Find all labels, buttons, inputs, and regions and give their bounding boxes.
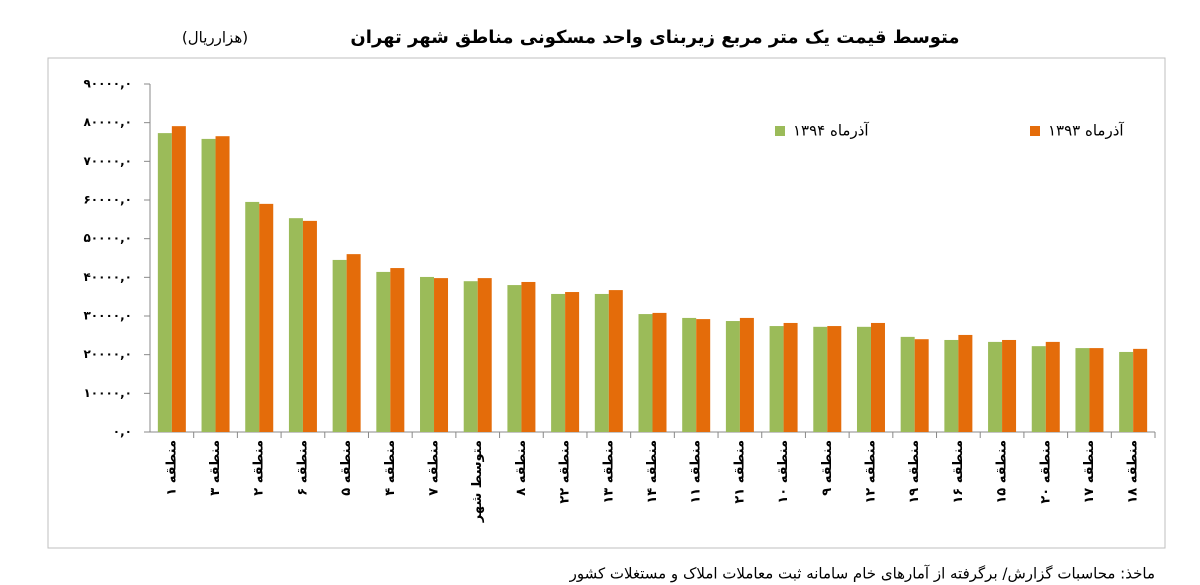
bar (420, 276, 435, 432)
x-tick-label: منطقه ۵ (339, 440, 354, 496)
source-note: ماخذ: محاسبات گزارش/ برگرفته از آمارهای … (569, 565, 1155, 583)
bar (725, 321, 740, 432)
bar (390, 268, 405, 432)
bar (215, 136, 230, 432)
y-tick-label: ۵۰۰۰۰,۰ (83, 231, 132, 245)
bar (434, 278, 449, 432)
bar (696, 319, 711, 432)
bar (1045, 341, 1060, 432)
x-tick-label: منطقه ۲ (252, 440, 267, 496)
x-tick-label: منطقه ۲۱ (732, 440, 747, 504)
x-tick-label: منطقه ۱۸ (1126, 440, 1141, 504)
legend-swatch (775, 126, 785, 136)
bar (332, 259, 347, 432)
bar (652, 312, 667, 432)
bar (870, 322, 885, 432)
y-tick-label: ۸۰۰۰۰,۰ (83, 115, 132, 129)
bar (958, 334, 973, 432)
bar (739, 317, 754, 432)
x-tick-label: منطقه ۱۶ (951, 440, 966, 504)
bar (914, 339, 929, 432)
bar (783, 322, 798, 432)
chart-title: متوسط قیمت یک متر مربع زیربنای واحد مسکو… (350, 27, 959, 48)
legend-label: آذرماه ۱۳۹۴ (793, 122, 869, 140)
y-tick-label: ۳۰۰۰۰,۰ (83, 309, 132, 323)
unit-label: (هزارریال) (182, 29, 248, 47)
bar (463, 281, 478, 432)
x-tick-label: منطقه ۱ (164, 440, 179, 496)
bar (608, 290, 623, 432)
x-tick-label: متوسط شهر (470, 440, 485, 523)
x-tick-label: منطقه ۴ (383, 440, 398, 496)
bar (157, 133, 172, 432)
x-tick-label: منطقه ۱۴ (645, 440, 660, 504)
legend-swatch (1030, 126, 1040, 136)
y-tick-label: ۰,۰ (113, 425, 132, 439)
y-tick-label: ۶۰۰۰۰,۰ (83, 193, 132, 207)
bar (551, 293, 566, 432)
bar (900, 336, 915, 432)
bar (259, 203, 274, 432)
y-tick-label: ۲۰۰۰۰,۰ (83, 347, 132, 361)
bar (171, 126, 186, 432)
chart-frame (47, 57, 1166, 549)
x-tick-label: منطقه ۸ (514, 440, 529, 496)
bar (245, 201, 260, 432)
bar (1031, 346, 1046, 432)
bar (988, 341, 1003, 432)
x-tick-label: منطقه ۳ (208, 440, 223, 496)
bar (521, 281, 536, 432)
x-tick-label: منطقه ۱۰ (776, 440, 791, 504)
bar (638, 314, 653, 432)
bar (813, 326, 828, 432)
bar (944, 339, 959, 432)
x-tick-label: منطقه ۱۲ (863, 440, 878, 504)
legend-label: آذرماه ۱۳۹۳ (1048, 122, 1124, 140)
bar (769, 326, 784, 432)
bar (1002, 339, 1017, 432)
y-tick-label: ۹۰۰۰۰,۰ (83, 77, 132, 91)
bar (1133, 348, 1148, 432)
bar (565, 292, 580, 432)
bar (302, 220, 317, 432)
bar (594, 293, 609, 432)
x-tick-label: منطقه ۱۱ (689, 440, 704, 504)
bar (507, 285, 522, 432)
bar (288, 218, 303, 432)
bar (1089, 348, 1104, 432)
x-tick-label: منطقه ۷ (427, 440, 442, 496)
x-tick-label: منطقه ۱۹ (907, 440, 922, 504)
bar (827, 326, 842, 432)
bar (376, 271, 391, 432)
x-tick-label: منطقه ۲۲ (558, 440, 573, 504)
bar (1119, 351, 1134, 432)
bar (1075, 348, 1090, 432)
bar (856, 326, 871, 432)
bar (682, 317, 697, 432)
x-tick-label: منطقه ۹ (820, 440, 835, 496)
y-tick-label: ۱۰۰۰۰,۰ (83, 386, 132, 400)
y-tick-label: ۷۰۰۰۰,۰ (83, 154, 132, 168)
y-tick-label: ۴۰۰۰۰,۰ (83, 270, 132, 284)
x-tick-label: منطقه ۱۷ (1082, 440, 1097, 504)
x-tick-label: منطقه ۲۰ (1038, 440, 1053, 504)
x-tick-label: منطقه ۶ (295, 440, 310, 496)
bar (201, 138, 216, 432)
x-tick-label: منطقه ۱۵ (995, 440, 1010, 504)
x-tick-label: منطقه ۱۳ (601, 440, 616, 504)
bar (346, 254, 361, 432)
bar (477, 278, 492, 432)
